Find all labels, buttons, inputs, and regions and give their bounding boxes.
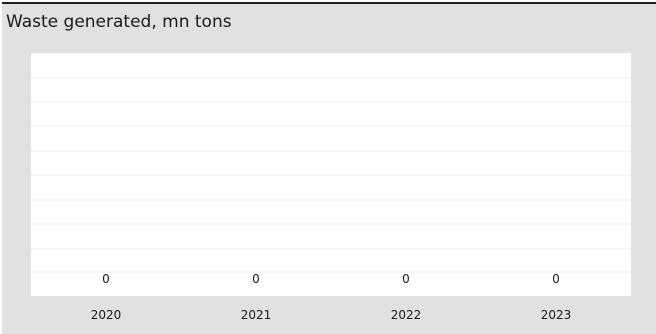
data-label-2020: 0	[102, 272, 110, 286]
x-tick-label-2020: 2020	[91, 308, 122, 322]
data-label-2023: 0	[552, 272, 560, 286]
chart-title: Waste generated, mn tons	[6, 12, 232, 32]
x-tick-label-2021: 2021	[241, 308, 272, 322]
bar-chart: 0 0 0 0 2020 2021 2022 2023	[31, 53, 631, 322]
data-labels: 0 0 0 0	[102, 272, 560, 286]
gridlines	[31, 77, 631, 273]
data-label-2022: 0	[402, 272, 410, 286]
x-tick-label-2023: 2023	[541, 308, 572, 322]
data-label-2021: 0	[252, 272, 260, 286]
x-axis-tick-labels: 2020 2021 2022 2023	[91, 308, 572, 322]
x-tick-label-2022: 2022	[391, 308, 422, 322]
